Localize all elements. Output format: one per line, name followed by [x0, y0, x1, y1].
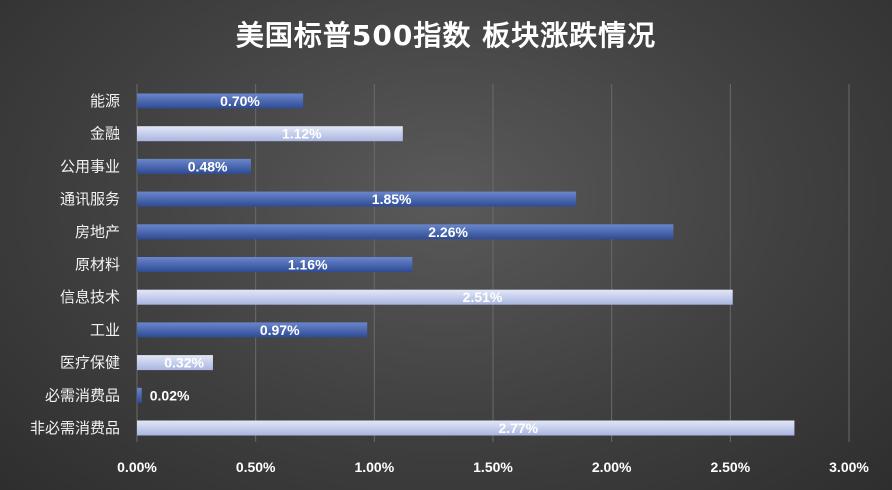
bar [137, 93, 304, 109]
bar [137, 257, 413, 272]
value-label: 0.02% [150, 387, 190, 403]
value-labels: 0.70% 1.12% 0.48% 1.85% 2.26% 1.16% 2.51% 0.97%… [150, 93, 539, 436]
bar [137, 355, 213, 371]
value-label: 0.48% [188, 158, 228, 174]
bar [137, 322, 368, 338]
value-label: 0.32% [164, 355, 204, 371]
value-label: 2.26% [428, 224, 468, 240]
category-label: 通讯服务 [60, 190, 120, 208]
x-tick-label: 2.00% [592, 459, 632, 475]
x-tick-label: 2.50% [710, 459, 750, 475]
chart-title: 美国标普500指数 板块涨跌情况 [235, 19, 657, 52]
category-label: 医疗保健 [60, 354, 120, 372]
category-label: 公用事业 [60, 157, 120, 175]
bar [137, 387, 142, 403]
category-label: 必需消费品 [45, 386, 120, 404]
category-label: 原材料 [75, 256, 120, 274]
bar [137, 289, 733, 305]
category-label: 能源 [90, 92, 120, 110]
x-tick-label: 0.50% [236, 459, 276, 475]
bar [137, 191, 577, 207]
x-tick-labels: 0.00% 0.50% 1.00% 1.50% 2.00% 2.50% 3.00% [117, 459, 869, 475]
value-label: 0.70% [220, 93, 260, 109]
x-tick-label: 0.00% [117, 459, 157, 475]
x-tick-label: 3.00% [829, 459, 869, 475]
value-label: 1.16% [288, 257, 328, 273]
value-label: 2.51% [463, 289, 503, 305]
bars [137, 93, 795, 436]
value-label: 1.85% [372, 191, 412, 207]
value-label: 0.97% [260, 322, 300, 338]
bar [137, 126, 403, 142]
category-label: 信息技术 [60, 288, 120, 306]
x-tick-label: 1.50% [473, 459, 513, 475]
value-label: 2.77% [498, 420, 538, 436]
bar [137, 420, 795, 436]
bar [137, 158, 251, 174]
bar [137, 224, 674, 240]
value-label: 1.12% [282, 126, 322, 142]
category-label: 非必需消费品 [30, 419, 120, 437]
x-tick-label: 1.00% [354, 459, 394, 475]
category-label: 工业 [90, 321, 120, 339]
category-label: 金融 [90, 125, 120, 143]
category-label: 房地产 [75, 223, 120, 241]
